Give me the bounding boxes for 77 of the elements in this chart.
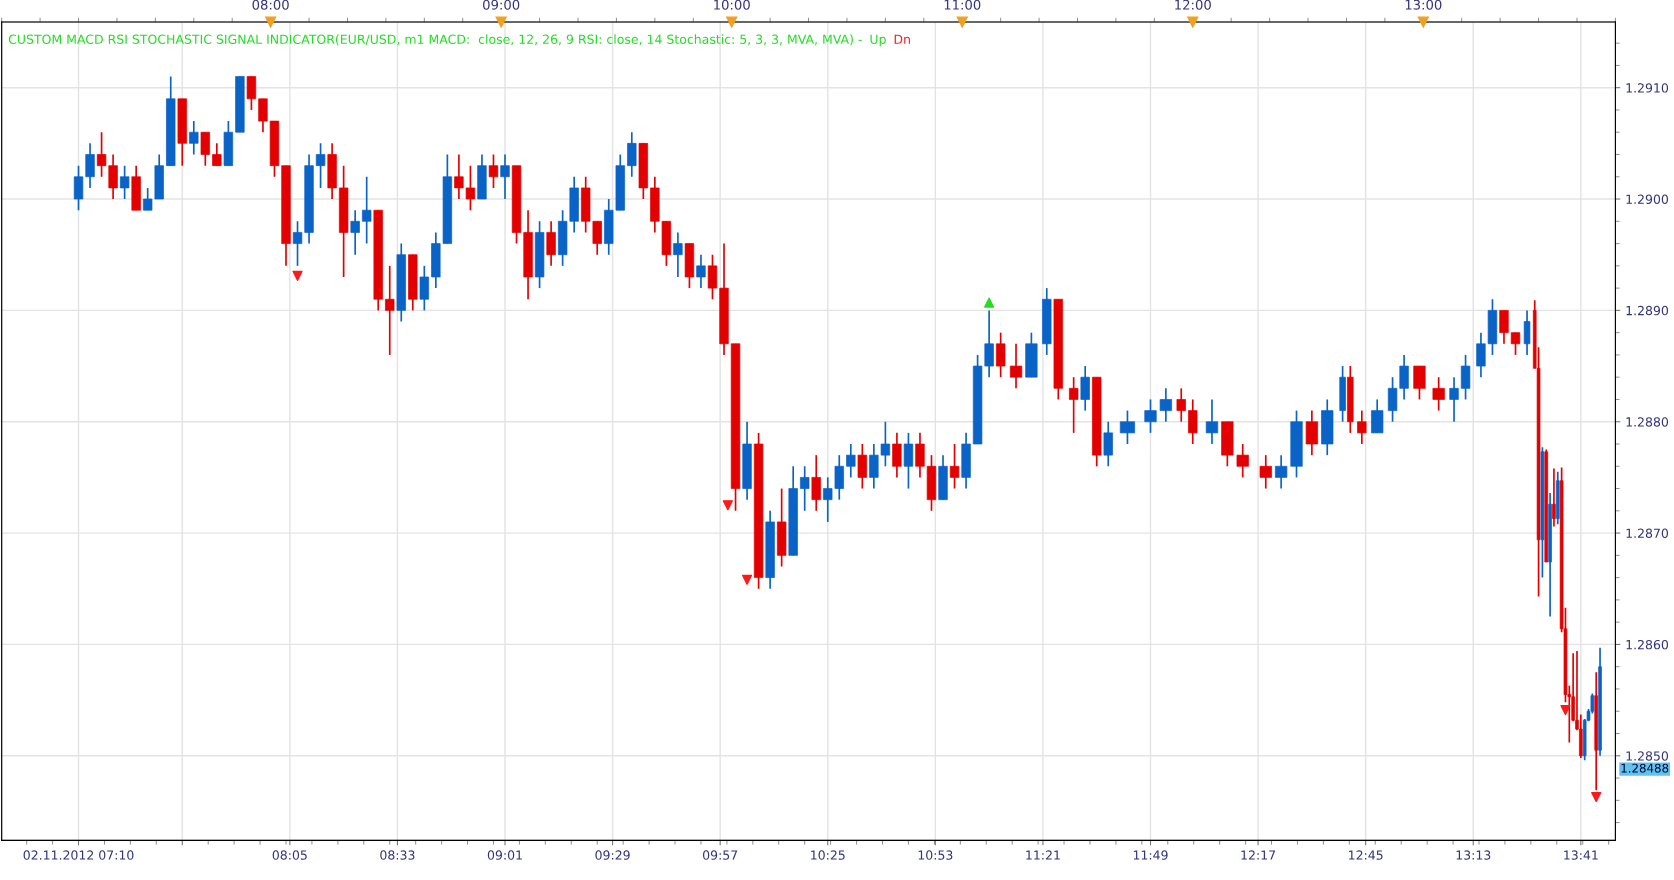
- x-tick-label: 13:13: [1456, 850, 1491, 860]
- x-tick-label: 11:21: [1026, 850, 1060, 860]
- x-tick-label: 10:53: [918, 850, 953, 860]
- candlestick: [119, 164, 130, 200]
- candlestick: [85, 142, 95, 189]
- candlestick: [696, 253, 706, 289]
- x2-tick-label: 10:00: [714, 0, 750, 10]
- x-tick-label: 09:01: [487, 850, 522, 860]
- x-tick-label: 09:29: [595, 850, 630, 860]
- candlestick: [246, 75, 257, 111]
- candlestick: [1080, 365, 1090, 412]
- candlestick: [546, 220, 556, 267]
- candlestick: [1068, 376, 1079, 434]
- x-tick-label: 10:25: [811, 850, 845, 860]
- y-tick-label: 1.2850: [1626, 751, 1669, 761]
- candlestick: [892, 432, 902, 479]
- candlestick: [1449, 376, 1459, 423]
- y-tick-label: 1.2900: [1626, 194, 1669, 204]
- candlestick: [419, 265, 429, 312]
- x2-tick-label: 09:00: [483, 0, 520, 10]
- x-tick-label: 12:17: [1241, 850, 1276, 860]
- candlestick: [1357, 409, 1367, 445]
- candlestick: [1460, 354, 1471, 401]
- candlestick: [949, 443, 960, 490]
- point: [1560, 705, 1571, 716]
- candlestick: [811, 454, 821, 512]
- x-tick-label: 09:57: [702, 850, 738, 860]
- text: Dn: [894, 34, 910, 44]
- x2-tick-label: 11:00: [944, 0, 981, 10]
- x-tick-label: 13:41: [1564, 850, 1598, 860]
- x2-tick-label: 13:00: [1405, 0, 1442, 10]
- y-tick-label: 1.2870: [1626, 528, 1669, 539]
- y-tick-label: 1.2890: [1626, 305, 1669, 316]
- point: [722, 500, 733, 511]
- candlestick: [1176, 387, 1186, 423]
- candlestick: [800, 465, 810, 512]
- candlestick: [1510, 331, 1521, 356]
- x-tick-label: 08:05: [272, 850, 307, 860]
- candlestick: [350, 209, 360, 256]
- candlestick: [500, 153, 510, 200]
- candlestick: [1523, 309, 1531, 356]
- x-tick-label: 12:45: [1349, 850, 1383, 860]
- candlestick: [846, 443, 856, 479]
- candlestick: [1188, 398, 1198, 445]
- candlestick: [915, 432, 925, 479]
- x-tick-label: 02.11.2012 07:10: [23, 850, 134, 860]
- point: [292, 270, 303, 281]
- y-tick-label: 1.2910: [1626, 83, 1669, 93]
- candlestick: [385, 265, 395, 356]
- x2-tick-label: 12:00: [1175, 0, 1211, 10]
- x-tick-label: 08:33: [380, 850, 415, 860]
- candlestick: [627, 131, 637, 178]
- candlestick: [1499, 309, 1509, 345]
- candlestick: [292, 220, 303, 267]
- candlestick: [212, 142, 222, 167]
- x2-tick-label: 08:00: [252, 0, 289, 10]
- annotation: 1.28488: [1621, 763, 1669, 773]
- candlestick: [200, 131, 210, 167]
- candlestick: [903, 432, 914, 490]
- text: Up: [870, 34, 886, 47]
- point: [741, 574, 753, 585]
- candlestick: [189, 120, 199, 156]
- candlestick: [73, 164, 84, 212]
- candlestick: [488, 153, 499, 189]
- candlestick: [315, 142, 326, 189]
- candlestick: [673, 231, 683, 278]
- candlestick: [362, 175, 372, 245]
- y-tick-label: 1.2860: [1626, 639, 1669, 650]
- candlestick: [995, 331, 1006, 379]
- point: [984, 297, 995, 308]
- point: [1591, 791, 1602, 803]
- candlestick: [707, 253, 718, 301]
- text: CUSTOM MACD RSI STOCHASTIC SIGNAL INDICATOR(EUR/USD, m1 MACD: close, 12, 26, 9 RSI: close, 14 Stochastic: 5, 3, 3, MVA, MVA) -: [8, 34, 862, 46]
- candlestick: [857, 443, 868, 490]
- x-tick-label: 11:49: [1133, 850, 1168, 860]
- candlestick: [1103, 420, 1113, 468]
- y-tick-label: 1.2880: [1626, 417, 1669, 427]
